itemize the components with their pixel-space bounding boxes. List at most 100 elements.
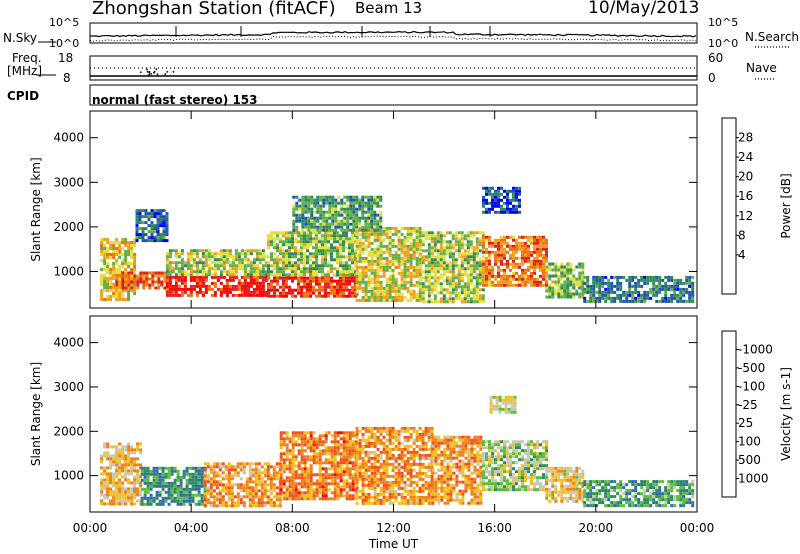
power-cell [142, 277, 146, 281]
power-cell [204, 275, 208, 279]
velocity-cell [339, 446, 343, 450]
power-cell [439, 249, 443, 253]
velocity-cell [379, 501, 383, 505]
velocity-cell [303, 440, 307, 444]
power-cell [121, 289, 125, 292]
velocity-cell [418, 447, 422, 451]
velocity-cell [170, 499, 174, 503]
power-cell [586, 278, 590, 282]
power-cell [494, 201, 497, 205]
velocity-cell [236, 471, 240, 475]
power-cell [491, 207, 494, 211]
power-cell [228, 290, 232, 294]
power-cell [524, 277, 527, 281]
power-cell [246, 287, 250, 291]
power-cell [267, 276, 270, 280]
velocity-cell [367, 474, 371, 478]
power-cell [367, 241, 371, 245]
power-cell [539, 280, 542, 284]
power-cell [246, 261, 250, 265]
power-cell [249, 281, 253, 285]
velocity-cell [376, 441, 380, 445]
power-cell [518, 210, 521, 214]
velocity-cell [318, 440, 322, 444]
power-cell [551, 262, 555, 266]
power-cell [439, 246, 443, 250]
power-cell [324, 294, 327, 298]
velocity-cell [391, 492, 395, 496]
velocity-cell [130, 487, 134, 491]
power-cell [475, 276, 479, 280]
power-cell [147, 236, 151, 240]
power-cell [560, 292, 564, 296]
power-cell [321, 279, 324, 283]
power-cell [503, 189, 506, 193]
velocity-cell [152, 481, 156, 485]
velocity-cell [376, 495, 380, 499]
velocity-cell [418, 462, 422, 466]
power-cell [472, 231, 476, 235]
power-cell [436, 291, 440, 295]
power-cell [506, 201, 509, 205]
power-cell [135, 209, 139, 213]
power-cell [370, 216, 374, 220]
power-cell [189, 275, 193, 279]
velocity-cell [100, 457, 104, 461]
velocity-cell [233, 483, 237, 487]
velocity-cell [239, 498, 243, 502]
power-cell [145, 277, 149, 281]
power-cell [361, 228, 365, 232]
power-cell [321, 234, 324, 238]
power-cell [427, 246, 431, 250]
power-cell [318, 264, 321, 268]
velocity-cell [418, 486, 422, 490]
velocity-cell [394, 483, 398, 487]
velocity-cell [294, 464, 298, 468]
power-cell [112, 274, 116, 277]
power-cell [334, 225, 338, 229]
power-cell [448, 300, 452, 304]
velocity-cell [133, 478, 137, 482]
velocity-cell [161, 499, 165, 503]
velocity-cell [109, 445, 113, 449]
power-cell [276, 246, 279, 250]
power-cell [518, 201, 521, 205]
velocity-cell [133, 448, 137, 452]
power-cell [327, 291, 330, 295]
velocity-cell [288, 452, 292, 456]
power-cell [351, 237, 354, 241]
power-cell [361, 259, 365, 263]
power-cell [595, 296, 599, 300]
power-cell [282, 267, 285, 271]
velocity-cell [370, 477, 374, 481]
power-cell [261, 258, 265, 262]
power-cell [313, 222, 317, 226]
power-cell [397, 283, 401, 287]
power-cell [121, 253, 125, 256]
velocity-cell [306, 467, 310, 471]
velocity-cell [103, 472, 107, 476]
power-cell [103, 244, 107, 247]
power-cell [415, 298, 419, 302]
velocity-cell [209, 504, 213, 508]
power-cell [306, 288, 309, 292]
velocity-cell [260, 465, 264, 469]
power-cell [388, 229, 392, 233]
power-cell [497, 271, 500, 275]
power-cell [500, 235, 503, 239]
power-cell [147, 212, 151, 216]
velocity-cell [167, 484, 171, 488]
power-cell [488, 253, 491, 257]
power-cell [628, 284, 632, 288]
power-cell [340, 201, 344, 205]
power-cell [109, 268, 113, 271]
power-cell [321, 237, 324, 241]
velocity-cell [382, 468, 386, 472]
power-cell [581, 283, 585, 287]
velocity-cell [412, 489, 416, 493]
power-cell [376, 292, 380, 296]
power-cell [475, 240, 479, 244]
power-ytick-label: 3000 [53, 175, 84, 189]
power-cell [258, 255, 262, 259]
power-cell [667, 296, 671, 300]
